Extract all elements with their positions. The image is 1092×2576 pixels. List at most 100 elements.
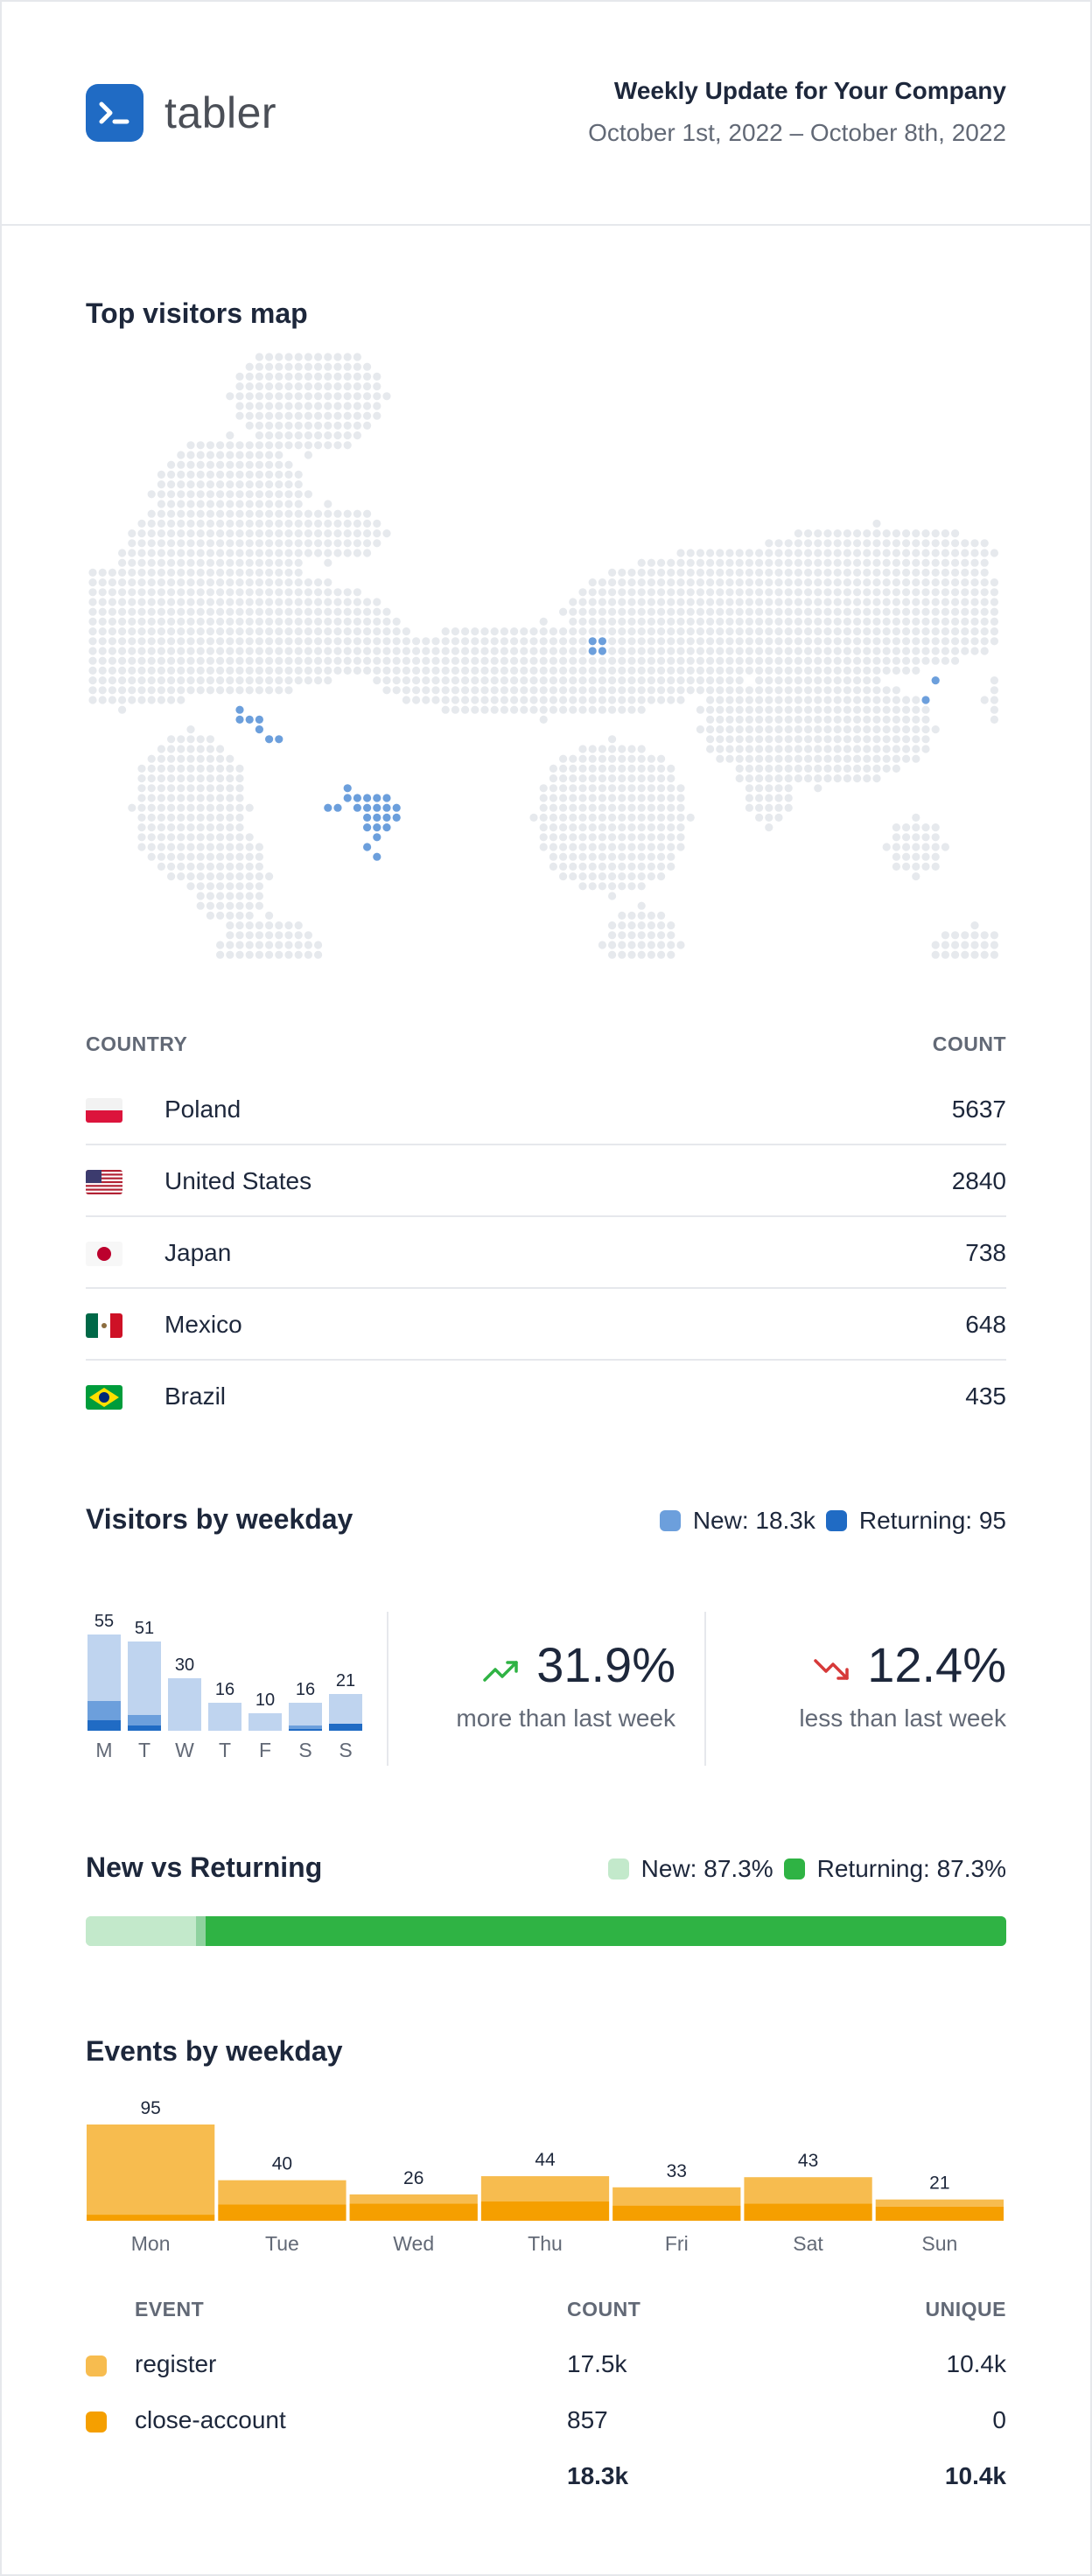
map-dot	[765, 588, 774, 597]
map-dot	[167, 480, 176, 489]
map-dot	[186, 784, 195, 793]
map-dot	[363, 372, 372, 381]
map-dot	[520, 637, 528, 646]
map-dot	[608, 607, 617, 616]
map-dot	[177, 696, 186, 704]
map-dot	[314, 637, 323, 646]
map-dot	[696, 676, 705, 685]
events-close-account-bar	[875, 2206, 1004, 2221]
map-dot	[578, 627, 587, 636]
map-dot	[177, 568, 186, 577]
map-dot	[314, 402, 323, 410]
map-dot	[784, 774, 793, 783]
map-dot	[314, 353, 323, 361]
map-dot	[774, 715, 783, 724]
visitors-day-label: T	[219, 1739, 231, 1761]
map-dot	[784, 735, 793, 744]
map-dot	[226, 813, 234, 822]
map-dot	[588, 784, 597, 793]
map-dot	[118, 676, 127, 685]
map-dot	[451, 656, 459, 665]
map-dot	[569, 852, 578, 861]
map-dot	[255, 421, 263, 430]
map-dot	[304, 647, 312, 655]
map-dot	[676, 617, 685, 626]
map-dot	[137, 607, 146, 616]
map-dot	[108, 588, 116, 597]
map-dot	[853, 588, 862, 597]
map-dot	[725, 588, 734, 597]
map-dot	[814, 539, 822, 548]
map-dot	[755, 725, 764, 734]
map-dot	[657, 803, 666, 812]
map-dot	[637, 588, 646, 597]
map-dot	[843, 676, 852, 685]
map-dot	[206, 794, 214, 802]
map-dot	[216, 451, 225, 459]
map-dot	[245, 539, 254, 548]
map-dot	[941, 607, 949, 616]
map-dot	[294, 490, 303, 499]
map-dot	[167, 529, 176, 538]
map-dot-highlight	[392, 803, 401, 812]
map-dot	[794, 617, 803, 626]
map-dot	[853, 745, 862, 753]
map-dot	[235, 470, 244, 479]
map-dot	[569, 764, 578, 773]
map-dot	[245, 480, 254, 489]
map-dot	[147, 627, 156, 636]
map-dot	[559, 627, 568, 636]
map-dot	[186, 607, 195, 616]
map-dot	[196, 568, 205, 577]
map-dot	[569, 843, 578, 851]
tabler-logo-icon[interactable]	[86, 84, 144, 142]
map-dot	[902, 568, 911, 577]
map-dot	[353, 402, 361, 410]
map-dot	[108, 568, 116, 577]
map-dot	[108, 696, 116, 704]
map-dot	[147, 823, 156, 832]
brand-name[interactable]: tabler	[164, 88, 277, 137]
map-dot	[696, 578, 705, 587]
map-dot	[970, 607, 979, 616]
map-dot	[265, 607, 274, 616]
map-dot	[627, 813, 636, 822]
map-dot	[745, 803, 754, 812]
map-dot	[167, 558, 176, 567]
map-dot	[255, 872, 263, 881]
map-dot	[294, 950, 303, 959]
map-dot	[872, 676, 881, 685]
map-dot	[755, 676, 764, 685]
map-dot	[265, 950, 274, 959]
map-dot	[892, 607, 900, 616]
map-dot	[255, 353, 263, 361]
map-dot	[235, 950, 244, 959]
map-dot	[990, 931, 998, 940]
map-dot	[578, 833, 587, 842]
map-dot	[647, 627, 656, 636]
map-dot	[765, 578, 774, 587]
map-dot	[196, 539, 205, 548]
map-dot	[314, 950, 323, 959]
map-dot	[353, 362, 361, 371]
map-dot	[265, 598, 274, 606]
map-dot	[794, 735, 803, 744]
map-dot	[598, 656, 607, 665]
map-dot	[578, 656, 587, 665]
map-dot	[912, 647, 920, 655]
map-dot	[784, 558, 793, 567]
map-dot	[961, 647, 970, 655]
map-dot	[167, 647, 176, 655]
map-dot	[765, 637, 774, 646]
map-dot	[373, 656, 382, 665]
legend-returning-swatch	[825, 1510, 847, 1531]
map-dot	[716, 598, 724, 606]
map-dot	[657, 794, 666, 802]
map-dot	[363, 627, 372, 636]
map-dot	[804, 598, 813, 606]
map-dot	[284, 647, 293, 655]
map-dot	[255, 637, 263, 646]
map-dot	[990, 705, 998, 714]
legend-new-label: New: 87.3%	[640, 1855, 774, 1882]
